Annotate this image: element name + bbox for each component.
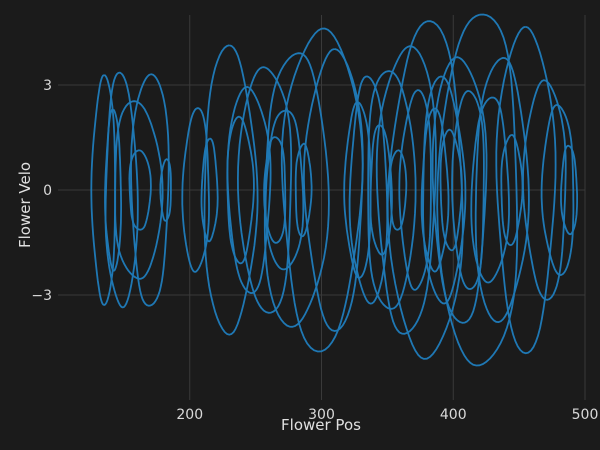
phase-loop [130, 73, 170, 307]
phase-loop [159, 158, 172, 222]
phase-loop [302, 48, 364, 332]
phase-loop [263, 52, 330, 328]
phase-loop [500, 133, 524, 247]
phase-loop [398, 89, 432, 291]
y-axis-label: Flower Velo [16, 162, 34, 248]
phase-loop [181, 107, 210, 273]
phase-loop [470, 96, 510, 284]
phase-loop [474, 57, 530, 324]
phase-loop [200, 137, 219, 243]
y-tick-label: 0 [43, 183, 52, 199]
phase-loop [280, 27, 364, 353]
phase-loop [431, 56, 488, 324]
phase-loop [495, 25, 557, 355]
phase-loop [128, 149, 152, 231]
phase-loop [522, 79, 567, 301]
phase-loop [389, 149, 408, 231]
phase-loop [369, 124, 393, 256]
phase-loop [439, 128, 463, 252]
x-tick-label: 300 [308, 407, 335, 423]
x-tick-label: 200 [176, 407, 203, 423]
phase-loop [114, 100, 164, 280]
phase-loop [451, 90, 485, 290]
phase-loop [422, 75, 467, 305]
phase-loop [348, 75, 389, 305]
phase-loop [386, 20, 464, 360]
phase-loop [90, 74, 116, 306]
phase-loop [560, 144, 578, 236]
phase-loop [236, 66, 293, 314]
x-tick-label: 500 [572, 407, 599, 423]
phase-loop [264, 109, 305, 271]
phase-loop [104, 71, 139, 309]
phase-loop [294, 142, 313, 238]
x-tick-label: 400 [440, 407, 467, 423]
series-group [90, 13, 578, 367]
tick-labels: 200 300 400 500 3 0 −3 [31, 78, 598, 423]
y-tick-label: 3 [43, 78, 52, 94]
phase-loop [203, 44, 259, 336]
phase-loop [436, 13, 519, 367]
y-tick-label: −3 [31, 288, 52, 304]
x-axis-label: Flower Pos [281, 416, 361, 434]
phase-loop [226, 86, 272, 295]
